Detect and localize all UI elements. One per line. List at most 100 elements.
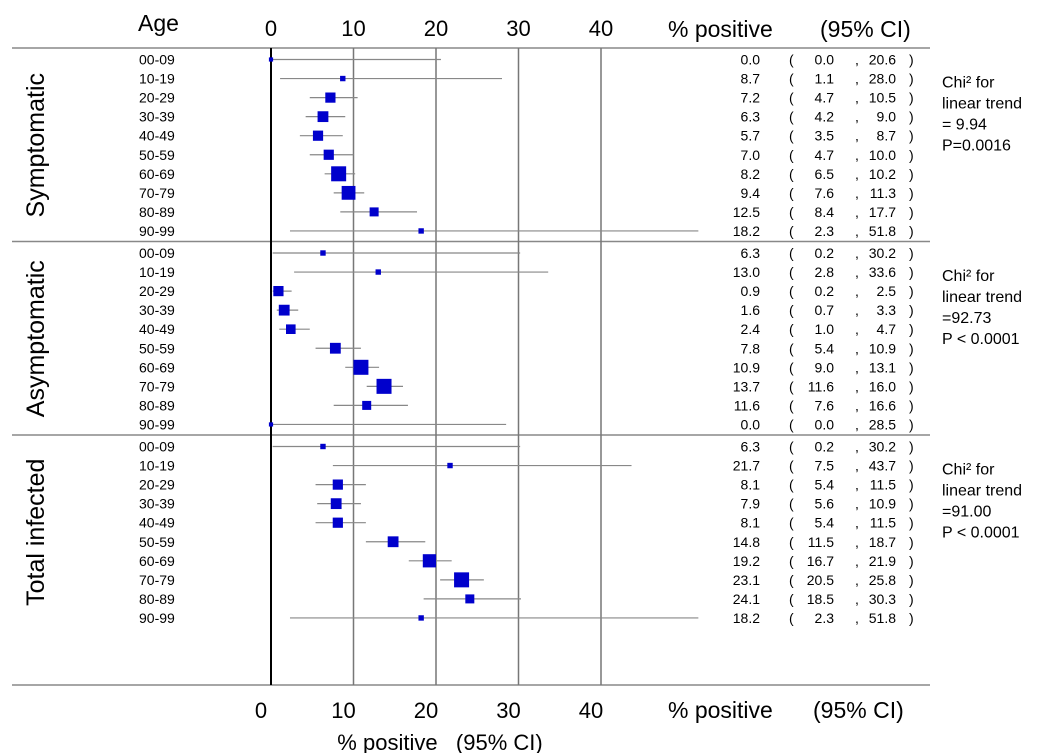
ci-high: 11.5 xyxy=(870,515,896,531)
pct-value: 6.3 xyxy=(741,109,761,125)
paren-open: ( xyxy=(789,128,794,144)
paren-open: ( xyxy=(789,610,794,626)
estimate-marker xyxy=(268,422,274,427)
age-label: 20-29 xyxy=(139,283,175,299)
paren-close: ) xyxy=(909,302,914,318)
x-tick-bottom: 40 xyxy=(579,698,603,723)
pct-footer: % positive xyxy=(668,697,773,723)
ci-high: 3.3 xyxy=(877,302,897,318)
ci-low: 4.7 xyxy=(815,147,835,163)
ci-comma: , xyxy=(855,591,859,607)
paren-open: ( xyxy=(789,264,794,280)
table-row: 70-79 23.1 (20.5, 25.8) xyxy=(139,572,914,588)
table-row: 90-99 18.2 (2.3, 51.8) xyxy=(139,610,914,626)
pct-value: 0.0 xyxy=(741,52,761,68)
paren-open: ( xyxy=(789,572,794,588)
x-tick-top: 30 xyxy=(506,16,530,41)
paren-open: ( xyxy=(789,515,794,531)
ci-low: 4.2 xyxy=(815,109,835,125)
ci-comma: , xyxy=(855,71,859,87)
paren-open: ( xyxy=(789,591,794,607)
table-row: 10-19 13.0 (2.8, 33.6) xyxy=(139,264,914,280)
ci-low: 0.0 xyxy=(815,416,835,432)
paren-close: ) xyxy=(909,109,914,125)
paren-close: ) xyxy=(909,553,914,569)
ci-low: 0.7 xyxy=(815,302,835,318)
pct-value: 6.3 xyxy=(741,245,761,261)
age-label: 50-59 xyxy=(139,147,175,163)
estimate-marker xyxy=(447,462,453,469)
ci-high: 10.9 xyxy=(869,340,896,356)
ci-comma: , xyxy=(855,378,859,394)
estimate-marker xyxy=(323,149,334,160)
pct-value: 10.9 xyxy=(733,359,760,375)
x-axis-label: % positive (95% CI) xyxy=(337,730,542,753)
estimate-marker xyxy=(340,75,346,82)
paren-close: ) xyxy=(909,591,914,607)
ci-comma: , xyxy=(855,109,859,125)
estimate-marker xyxy=(268,57,274,62)
ci-comma: , xyxy=(855,340,859,356)
trend-note-line: linear trend xyxy=(942,289,1022,306)
ci-low: 6.5 xyxy=(815,166,835,182)
pct-value: 7.8 xyxy=(741,340,761,356)
ci-low: 1.0 xyxy=(815,321,835,337)
ci-low: 5.4 xyxy=(815,477,835,493)
ci-comma: , xyxy=(855,147,859,163)
paren-close: ) xyxy=(909,185,914,201)
table-row: 10-19 21.7 (7.5, 43.7) xyxy=(139,458,914,474)
ci-low: 11.6 xyxy=(808,378,834,394)
age-label: 30-39 xyxy=(139,302,175,318)
pct-value: 7.9 xyxy=(741,496,761,512)
paren-open: ( xyxy=(789,321,794,337)
ci-low: 4.7 xyxy=(815,90,835,106)
paren-open: ( xyxy=(789,166,794,182)
table-row: 50-59 7.8 (5.4, 10.9) xyxy=(139,340,914,356)
age-label: 20-29 xyxy=(139,477,175,493)
ci-high: 43.7 xyxy=(869,458,896,474)
age-label: 90-99 xyxy=(139,223,175,239)
ci-low: 2.8 xyxy=(815,264,835,280)
ci-comma: , xyxy=(855,302,859,318)
pct-value: 7.0 xyxy=(741,147,761,163)
estimate-marker xyxy=(332,517,343,528)
ci-comma: , xyxy=(855,128,859,144)
ci-low: 0.2 xyxy=(815,245,835,261)
paren-open: ( xyxy=(789,439,794,455)
pct-header: % positive xyxy=(668,16,773,42)
x-tick-top: 40 xyxy=(589,16,613,41)
table-row: 90-99 0.0 (0.0, 28.5) xyxy=(139,416,914,432)
ci-low: 16.7 xyxy=(807,553,834,569)
paren-close: ) xyxy=(909,223,914,239)
ci-high: 11.3 xyxy=(870,185,896,201)
ci-comma: , xyxy=(855,477,859,493)
ci-high: 11.5 xyxy=(870,477,896,493)
paren-open: ( xyxy=(789,283,794,299)
age-header: Age xyxy=(138,10,179,36)
ci-high: 17.7 xyxy=(869,204,896,220)
ci-high: 2.5 xyxy=(877,283,897,299)
table-row: 00-09 0.0 (0.0, 20.6) xyxy=(139,52,914,68)
trend-note-line: P=0.0016 xyxy=(942,138,1011,155)
paren-open: ( xyxy=(789,204,794,220)
table-row: 80-89 12.5 (8.4, 17.7) xyxy=(139,204,914,220)
ci-high: 30.2 xyxy=(869,439,896,455)
age-label: 50-59 xyxy=(139,340,175,356)
paren-open: ( xyxy=(789,496,794,512)
paren-close: ) xyxy=(909,416,914,432)
ci-comma: , xyxy=(855,553,859,569)
paren-close: ) xyxy=(909,534,914,550)
pct-value: 0.9 xyxy=(741,283,761,299)
paren-open: ( xyxy=(789,534,794,550)
ci-low: 7.6 xyxy=(815,397,835,413)
trend-note-line: =91.00 xyxy=(942,504,991,521)
ci-high: 16.6 xyxy=(869,397,896,413)
ci-low: 3.5 xyxy=(815,128,835,144)
table-row: 60-69 19.2 (16.7, 21.9) xyxy=(139,553,914,569)
pct-value: 7.2 xyxy=(741,90,761,106)
age-label: 90-99 xyxy=(139,610,175,626)
estimate-marker xyxy=(329,342,341,354)
estimate-marker xyxy=(418,615,424,621)
table-row: 30-39 7.9 (5.6, 10.9) xyxy=(139,496,914,512)
paren-open: ( xyxy=(789,223,794,239)
